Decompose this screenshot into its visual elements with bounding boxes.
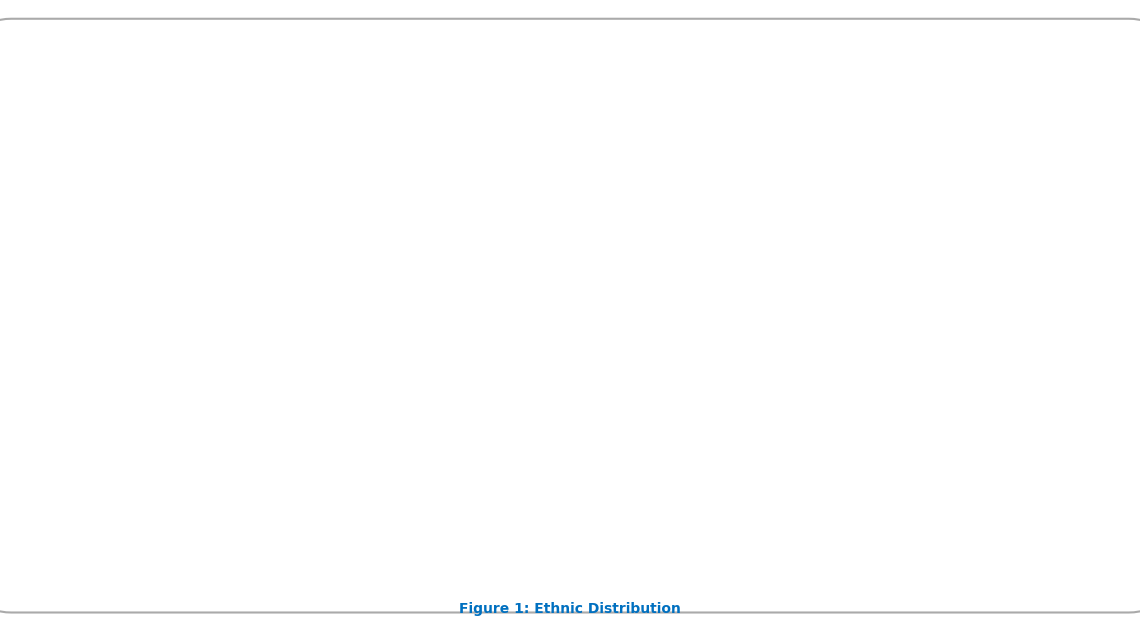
Text: Figure 1: Ethnic Distribution: Figure 1: Ethnic Distribution bbox=[459, 602, 681, 616]
Legend: Chhetri, Brahaman, Newar, Janajati, Dalits: Chhetri, Brahaman, Newar, Janajati, Dali… bbox=[920, 116, 1052, 271]
Title: Ethnic Distribution: Ethnic Distribution bbox=[431, 34, 808, 71]
Bar bbox=[196, 225, 295, 572]
Bar bbox=[855, 341, 954, 572]
Bar bbox=[691, 264, 790, 572]
Text: Series 1, Newar, 5: Series 1, Newar, 5 bbox=[384, 514, 519, 529]
Bar bbox=[526, 508, 625, 572]
Text: Series 1, Janajati, 24: Series 1, Janajati, 24 bbox=[514, 417, 666, 432]
Bar bbox=[361, 135, 459, 572]
Text: Series 1, Dalits, 18: Series 1, Dalits, 18 bbox=[962, 456, 1100, 471]
Text: Series 1, Chhetri, 27: Series 1, Chhetri, 27 bbox=[38, 388, 189, 402]
Text: Series 1, Brahaman,
34: Series 1, Brahaman, 34 bbox=[152, 294, 301, 326]
